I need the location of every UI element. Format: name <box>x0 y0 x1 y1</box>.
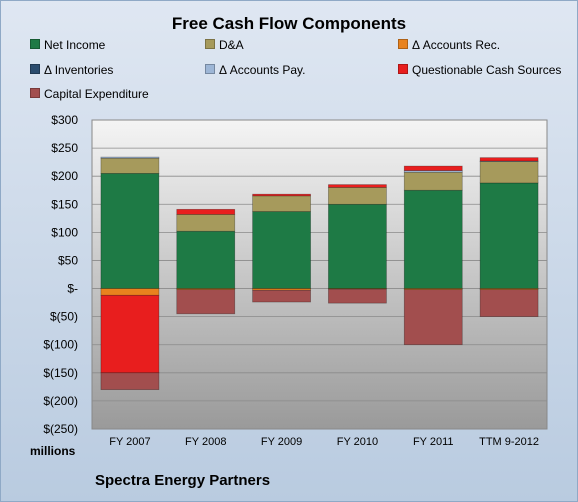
bar-segment <box>479 288 539 291</box>
y-tick-label: $250 <box>51 141 78 155</box>
legend-item: Net Income <box>30 38 105 52</box>
bar-segment <box>479 161 539 184</box>
legend-label: Δ Inventories <box>44 63 114 77</box>
x-tick-label: FY 2011 <box>413 436 454 448</box>
legend-item: Δ Inventories <box>30 63 113 77</box>
x-tick-label: FY 2009 <box>261 436 302 448</box>
chart-title: Free Cash Flow Components <box>171 14 407 33</box>
y-tick-label: $100 <box>51 225 78 239</box>
bar-segment <box>100 288 160 296</box>
y-tick-label: $(200) <box>43 394 78 408</box>
legend-swatch <box>205 39 215 49</box>
bar-segment <box>328 288 387 304</box>
y-tick-label: $- <box>67 282 78 296</box>
legend-item: Questionable Cash Sources <box>398 63 561 77</box>
legend-label: Δ Accounts Pay. <box>219 63 306 77</box>
legend-swatch <box>30 88 40 98</box>
legend-label: Δ Accounts Rec. <box>412 38 501 52</box>
y-tick-label: $(150) <box>43 366 78 380</box>
bar-segment <box>328 184 387 188</box>
y-tick-label: $150 <box>51 197 78 211</box>
bar-segment <box>100 294 160 374</box>
bar-segment <box>176 214 236 232</box>
bar-segment <box>176 288 236 291</box>
y-tick-label: $(250) <box>43 422 78 436</box>
bar-segment <box>403 288 463 291</box>
bar-segment <box>403 171 463 191</box>
legend-item: Δ Accounts Pay. <box>205 63 306 77</box>
bar-segment <box>403 165 463 171</box>
bar-segment <box>403 189 463 289</box>
y-tick-label: $300 <box>51 113 78 127</box>
bar-segment <box>100 372 160 391</box>
bar-segment <box>252 289 311 303</box>
legend-label: Capital Expenditure <box>44 87 149 101</box>
y-axis-units: millions <box>30 444 76 458</box>
legend-swatch <box>205 64 215 74</box>
bar-segment <box>176 289 236 315</box>
x-tick-label: FY 2008 <box>185 436 226 448</box>
y-tick-label: $200 <box>51 169 78 183</box>
bar-segment <box>479 157 539 162</box>
bar-segment <box>252 211 311 289</box>
legend-item: Δ Accounts Rec. <box>398 38 500 52</box>
bar-segment <box>403 289 463 346</box>
bar-segment <box>479 182 539 289</box>
y-tick-label: $(100) <box>43 338 78 352</box>
bar-segment <box>100 156 160 159</box>
legend-item: D&A <box>205 38 244 52</box>
x-tick-label: TTM 9-2012 <box>479 436 539 448</box>
bar-segment <box>252 193 311 197</box>
bar-segment <box>100 157 160 174</box>
bar-segment <box>100 173 160 289</box>
legend-label: D&A <box>219 38 244 52</box>
y-tick-label: $50 <box>58 253 78 267</box>
bar-segment <box>328 187 387 205</box>
legend-label: Net Income <box>44 38 106 52</box>
bar-segment <box>252 195 311 212</box>
legend-swatch <box>398 39 408 49</box>
company-name: Spectra Energy Partners <box>95 472 271 489</box>
legend-swatch <box>398 64 408 74</box>
y-tick-label: $(50) <box>50 310 78 324</box>
bar-segment <box>176 230 236 289</box>
x-tick-label: FY 2010 <box>337 436 378 448</box>
x-tick-label: FY 2007 <box>109 436 150 448</box>
legend-swatch <box>30 39 40 49</box>
bar-segment <box>176 208 236 215</box>
legend-swatch <box>30 64 40 74</box>
bar-segment <box>328 203 387 289</box>
bar-segment <box>479 289 539 317</box>
legend-label: Questionable Cash Sources <box>412 63 562 77</box>
legend-item: Capital Expenditure <box>30 87 149 101</box>
plot-area <box>91 119 548 430</box>
